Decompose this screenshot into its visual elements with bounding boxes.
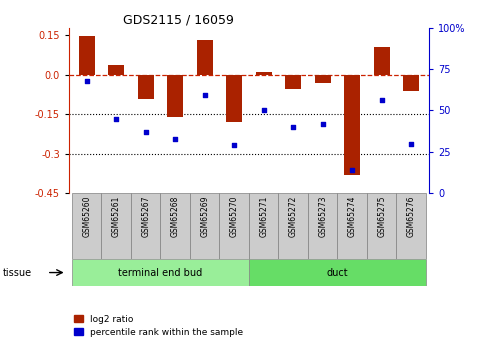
Text: GDS2115 / 16059: GDS2115 / 16059 [123, 13, 234, 27]
Text: GSM65276: GSM65276 [407, 195, 416, 237]
FancyBboxPatch shape [72, 193, 102, 259]
Bar [403, 75, 420, 91]
Bar [167, 75, 183, 117]
FancyBboxPatch shape [367, 193, 396, 259]
Bar [255, 72, 272, 75]
Point [289, 124, 297, 130]
Text: GSM65269: GSM65269 [200, 195, 209, 237]
FancyBboxPatch shape [219, 193, 249, 259]
Text: GSM65275: GSM65275 [377, 195, 386, 237]
Text: GSM65261: GSM65261 [112, 195, 121, 237]
Text: terminal end bud: terminal end bud [118, 268, 203, 277]
Text: GSM65273: GSM65273 [318, 195, 327, 237]
Point [319, 121, 327, 126]
FancyBboxPatch shape [102, 193, 131, 259]
Bar [374, 47, 390, 75]
Point [171, 136, 179, 141]
Bar [108, 65, 124, 75]
FancyBboxPatch shape [396, 193, 426, 259]
Text: GSM65267: GSM65267 [141, 195, 150, 237]
Bar [344, 75, 360, 175]
Text: GSM65270: GSM65270 [230, 195, 239, 237]
Point [407, 141, 415, 146]
Text: tissue: tissue [2, 268, 32, 277]
Point [348, 167, 356, 173]
Point [260, 108, 268, 113]
Bar [285, 75, 301, 89]
Text: GSM65274: GSM65274 [348, 195, 357, 237]
FancyBboxPatch shape [249, 259, 426, 286]
Bar [315, 75, 331, 83]
Text: GSM65268: GSM65268 [171, 195, 180, 237]
Point [201, 93, 209, 98]
Text: GSM65260: GSM65260 [82, 195, 91, 237]
FancyBboxPatch shape [338, 193, 367, 259]
FancyBboxPatch shape [160, 193, 190, 259]
Point [142, 129, 150, 135]
Point [230, 142, 238, 148]
FancyBboxPatch shape [249, 193, 279, 259]
Bar [78, 36, 95, 75]
Bar [226, 75, 243, 122]
Bar [197, 40, 213, 75]
Point [83, 78, 91, 83]
FancyBboxPatch shape [308, 193, 338, 259]
Legend: log2 ratio, percentile rank within the sample: log2 ratio, percentile rank within the s… [73, 315, 243, 337]
FancyBboxPatch shape [131, 193, 160, 259]
FancyBboxPatch shape [72, 259, 249, 286]
Point [378, 98, 386, 103]
Text: GSM65271: GSM65271 [259, 195, 268, 237]
Text: duct: duct [327, 268, 348, 277]
Bar [138, 75, 154, 99]
Text: GSM65272: GSM65272 [289, 195, 298, 237]
FancyBboxPatch shape [279, 193, 308, 259]
Point [112, 116, 120, 121]
FancyBboxPatch shape [190, 193, 219, 259]
